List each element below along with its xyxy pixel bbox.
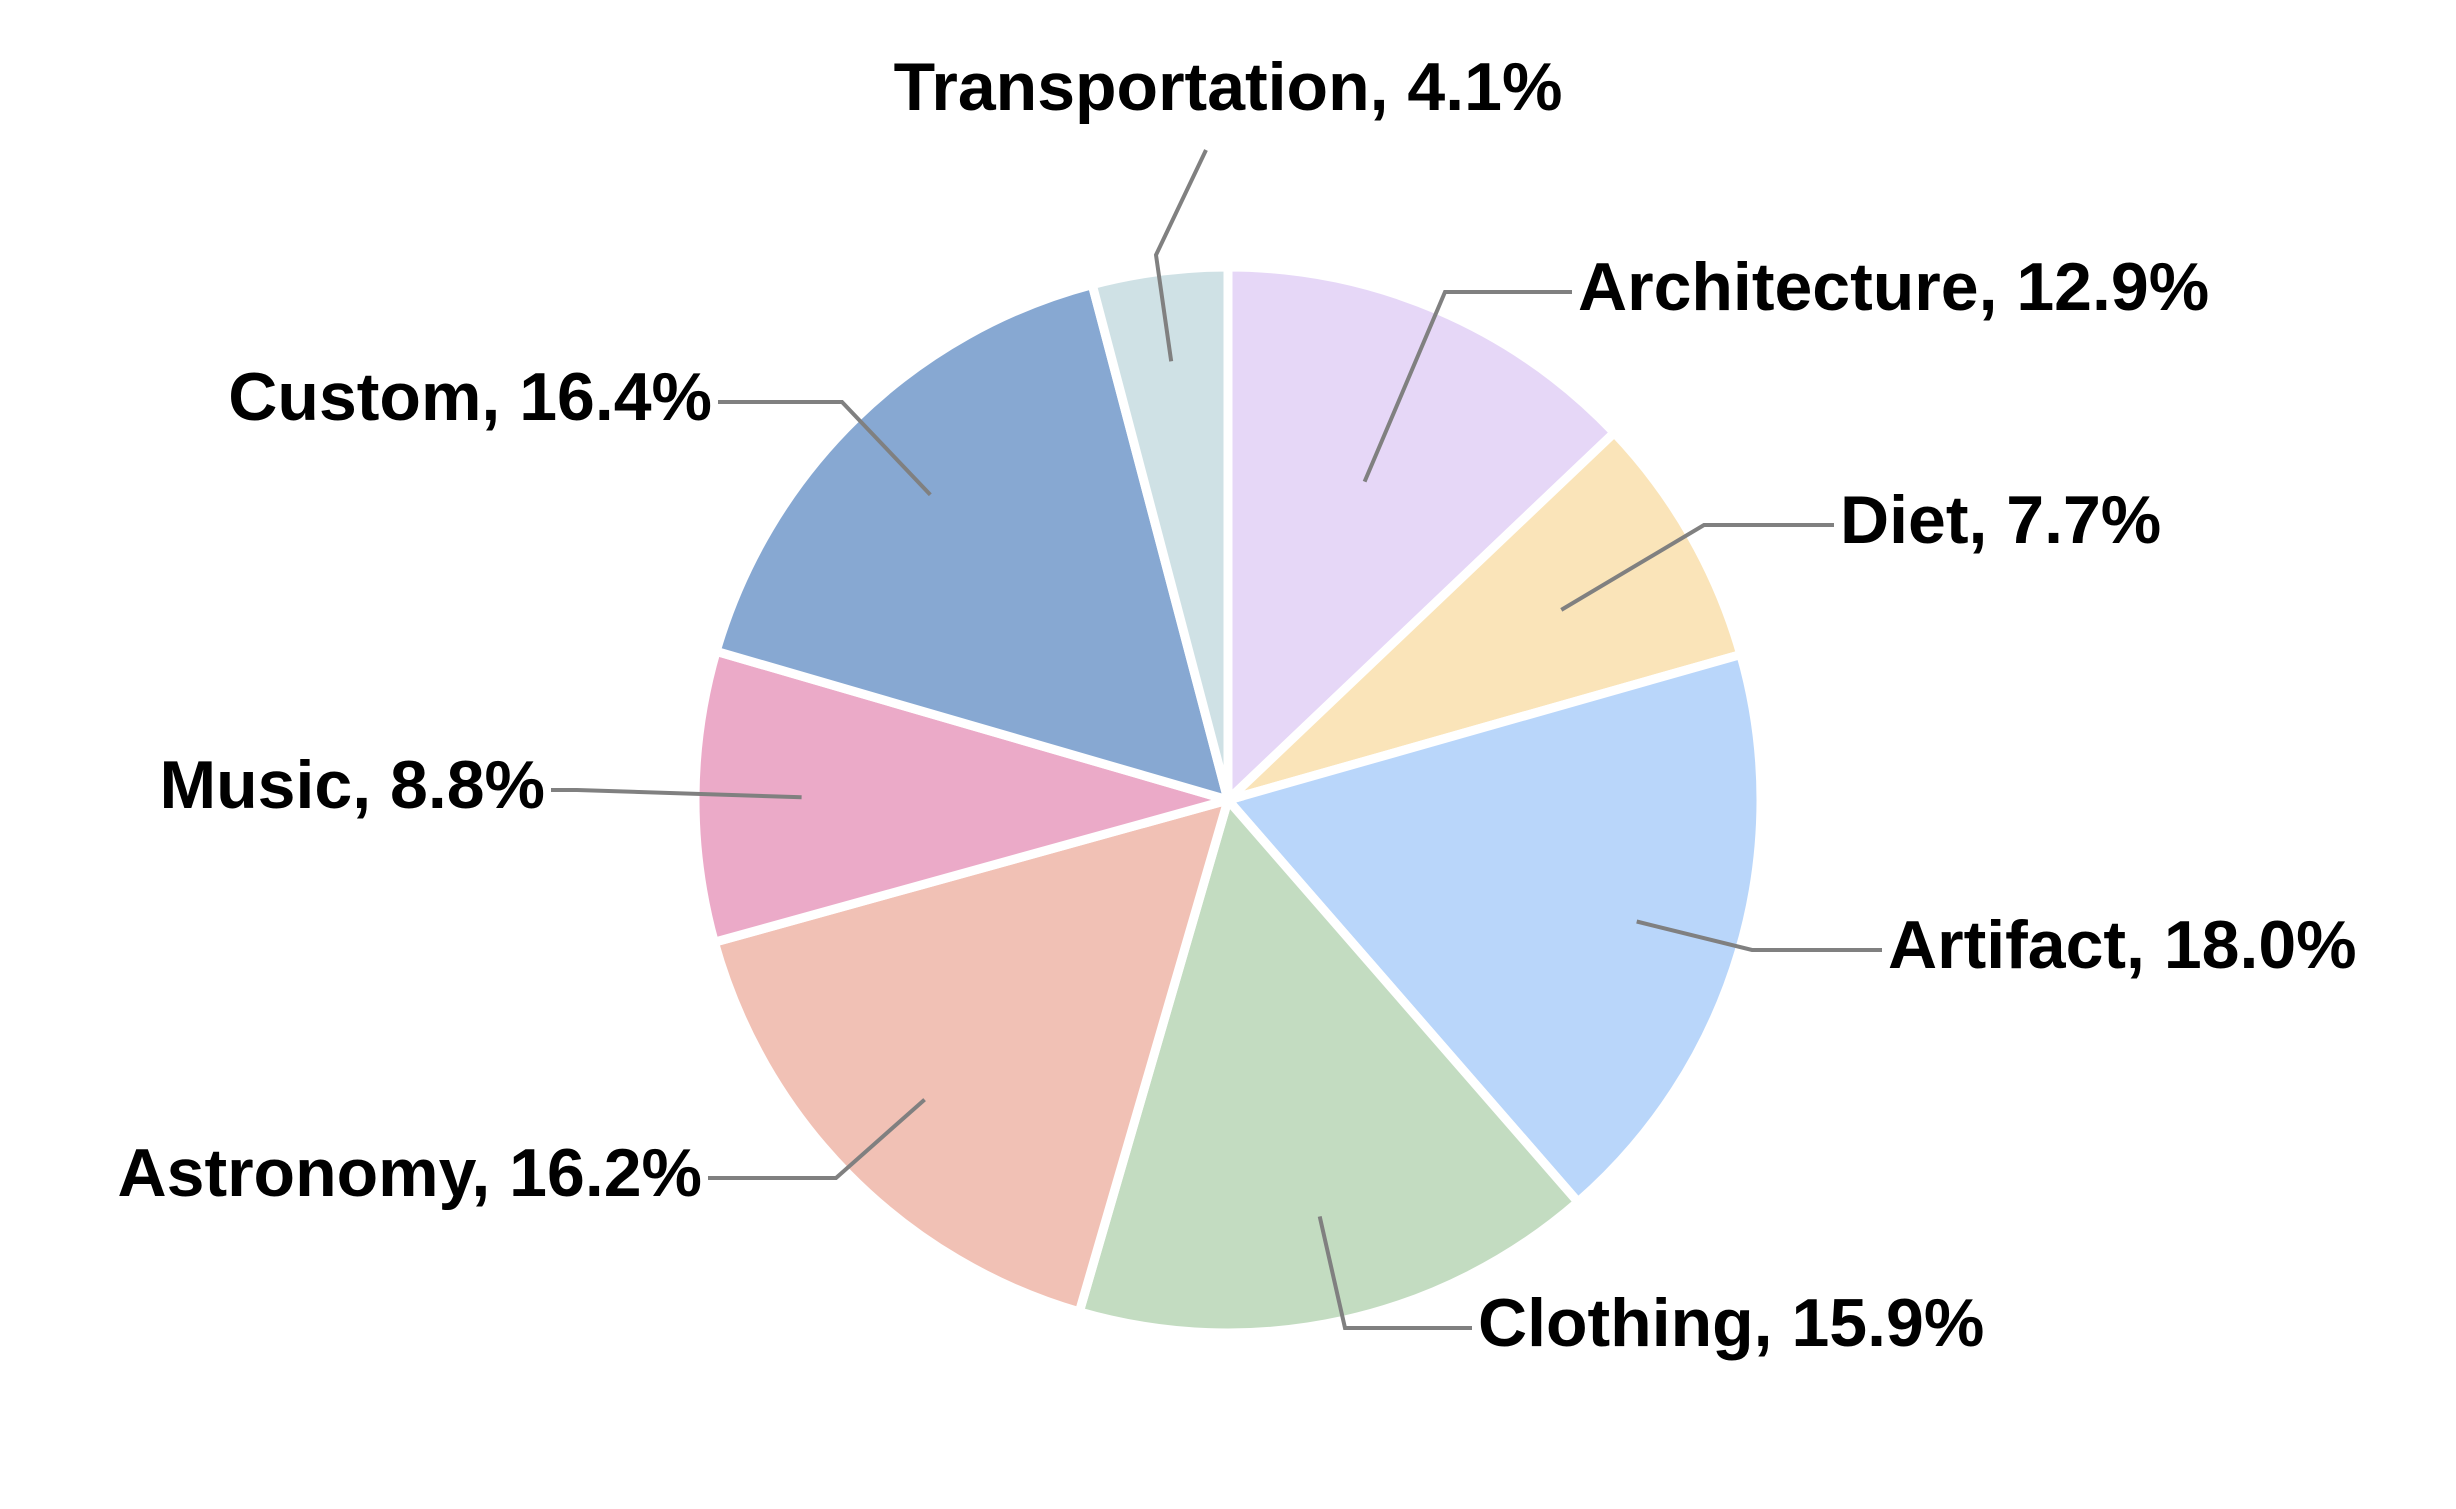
label-clothing: Clothing, 15.9% <box>1478 1285 1984 1361</box>
leader-astronomy <box>708 1098 926 1180</box>
label-astronomy: Astronomy, 16.2% <box>118 1135 702 1211</box>
leader-transportation <box>1153 149 1208 362</box>
label-transportation: Transportation, 4.1% <box>894 49 1563 125</box>
leader-artifact <box>1636 919 1882 952</box>
label-music: Music, 8.8% <box>160 747 546 823</box>
leader-music <box>551 788 802 800</box>
slice-artifact <box>1219 648 1766 1209</box>
label-architecture: Architecture, 12.9% <box>1578 249 2209 325</box>
label-diet: Diet, 7.7% <box>1840 482 2161 558</box>
slice-astronomy <box>708 793 1235 1318</box>
pie-slices <box>690 262 1766 1338</box>
leader-lines <box>551 149 1882 1330</box>
leader-diet <box>1560 523 1834 612</box>
label-artifact: Artifact, 18.0% <box>1888 907 2357 983</box>
leader-architecture <box>1362 290 1572 483</box>
leader-custom <box>718 400 932 497</box>
slice-labels: Architecture, 12.9% Diet, 7.7% Artifact, 1… <box>118 49 2357 1361</box>
slice-music <box>690 645 1245 948</box>
slice-diet <box>1224 426 1747 805</box>
label-custom: Custom, 16.4% <box>228 359 712 435</box>
leader-clothing <box>1317 1215 1472 1330</box>
